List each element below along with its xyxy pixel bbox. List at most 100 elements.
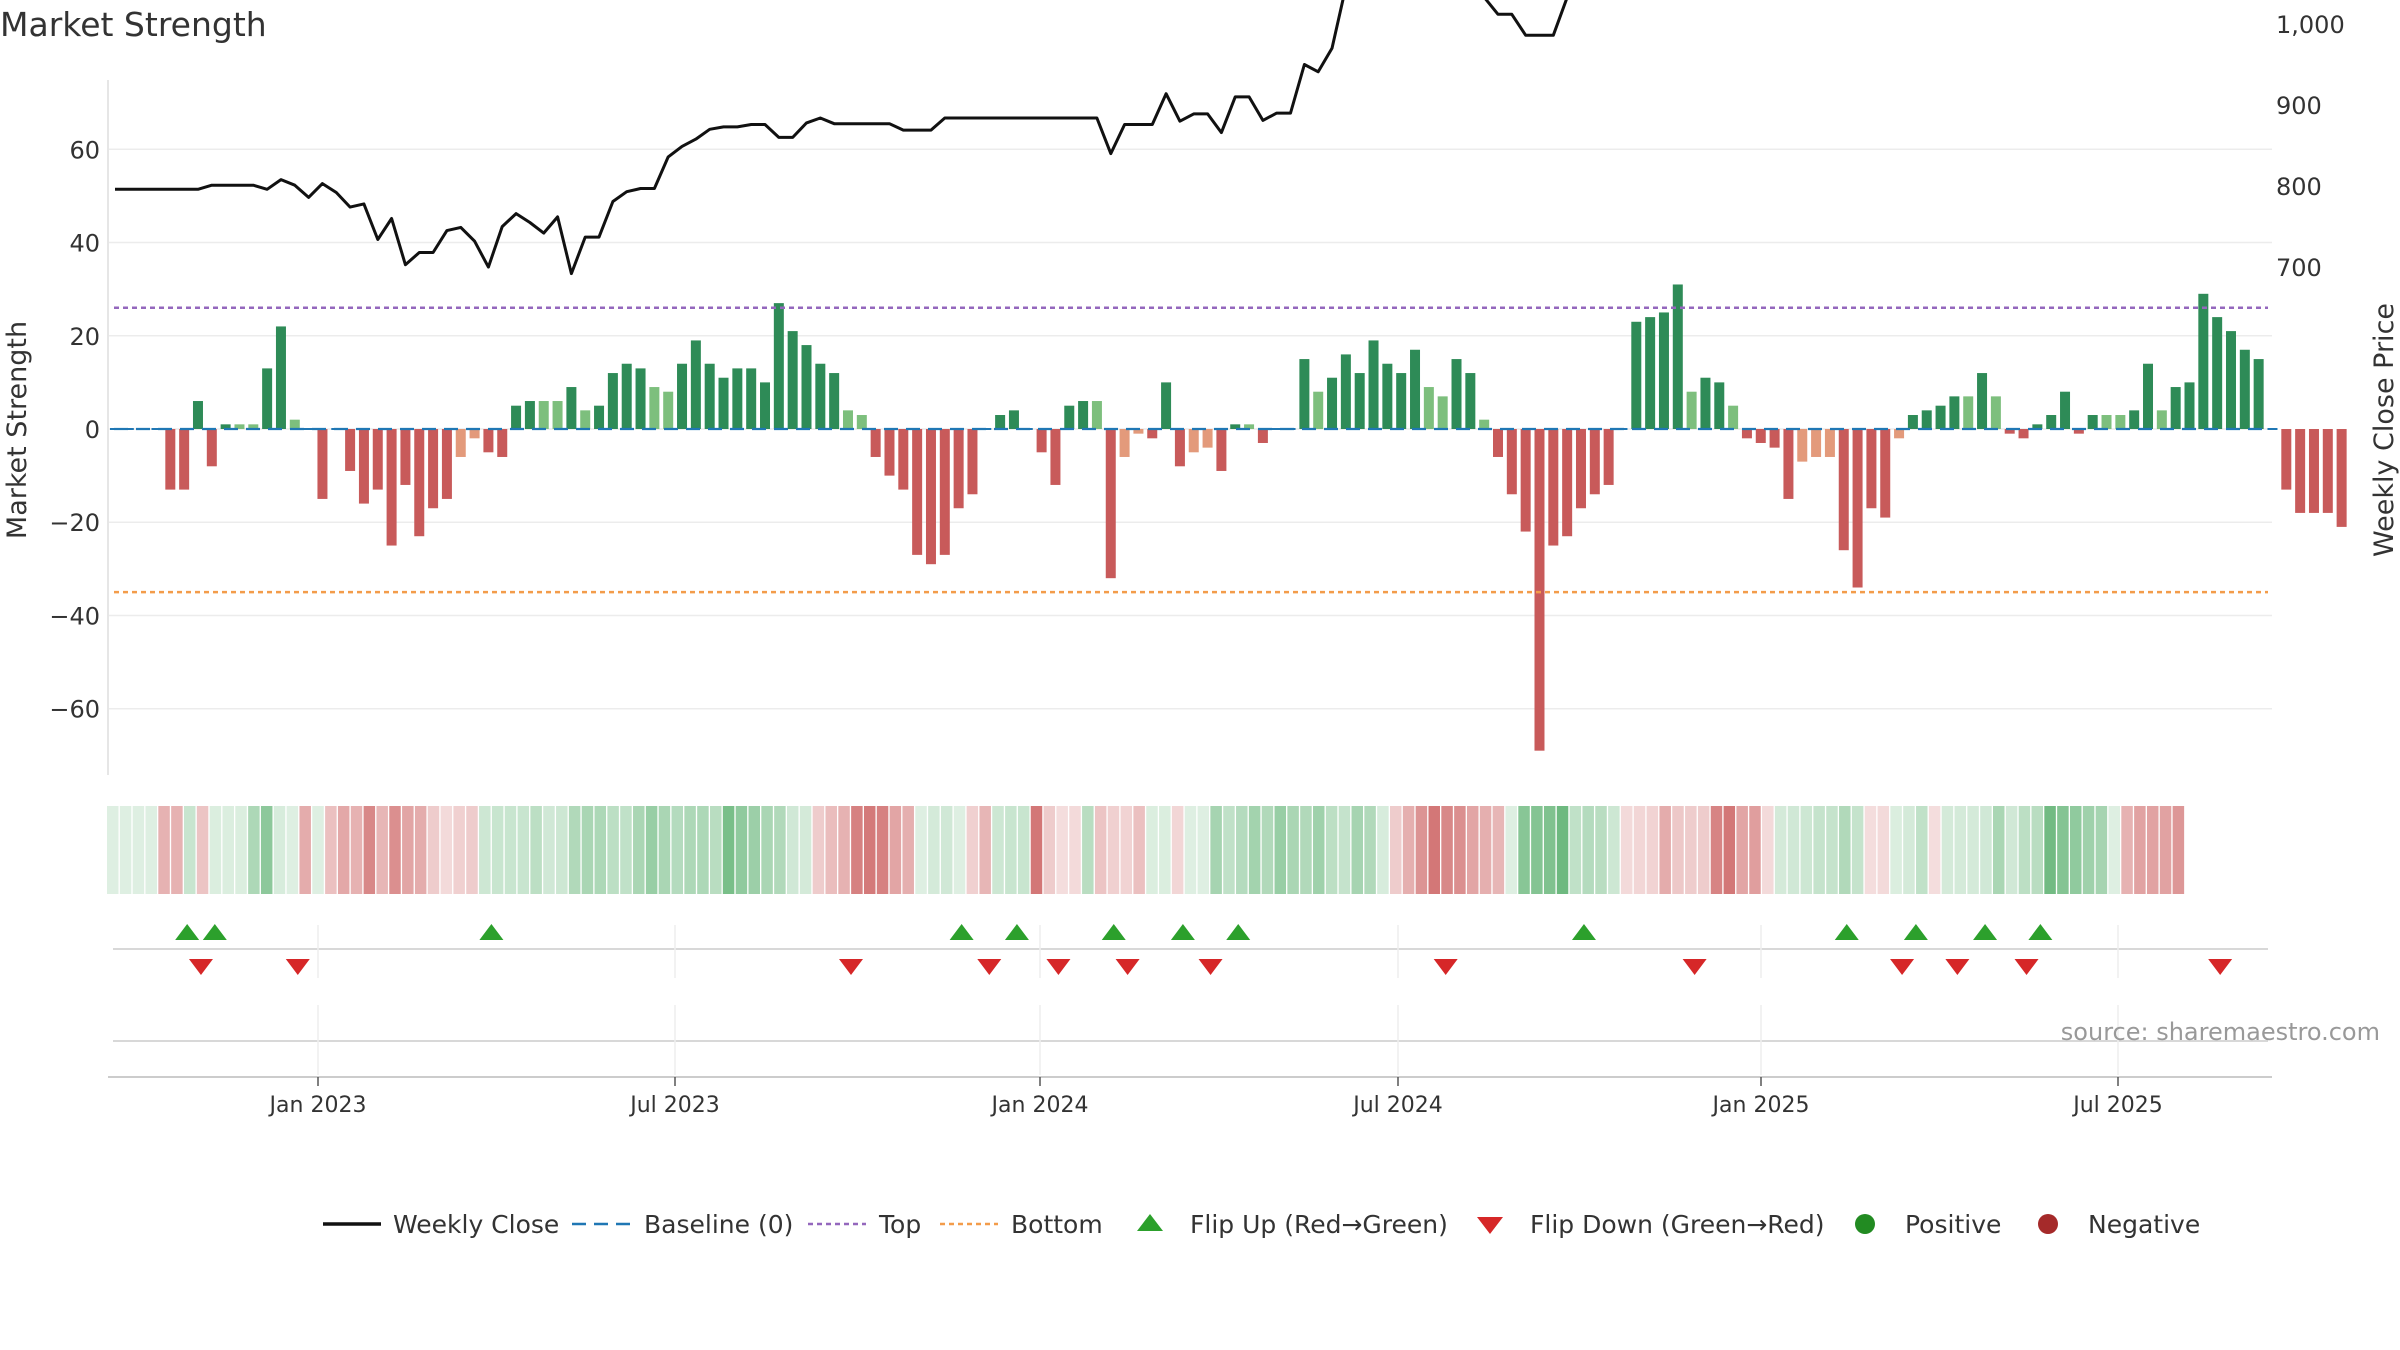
legend-label-baseline: Baseline (0) bbox=[644, 1210, 793, 1239]
heat-cell bbox=[299, 806, 311, 894]
flip-down-marker bbox=[2208, 959, 2233, 975]
heat-cell bbox=[966, 806, 979, 894]
heat-cell bbox=[427, 806, 440, 894]
strength-bar bbox=[179, 429, 190, 490]
heat-cell bbox=[2057, 806, 2069, 894]
strength-bar bbox=[2143, 363, 2154, 429]
flip-up-marker bbox=[1973, 924, 1998, 940]
strength-bar bbox=[718, 377, 729, 429]
heat-cell bbox=[658, 806, 671, 894]
strength-bar bbox=[1188, 429, 1199, 453]
strength-bar bbox=[2295, 429, 2306, 513]
y-tick-label: −40 bbox=[49, 602, 100, 630]
heat-cell bbox=[1364, 806, 1376, 894]
strength-bar bbox=[1313, 391, 1324, 429]
strength-bar bbox=[1769, 429, 1780, 448]
flip-up-marker bbox=[202, 924, 227, 940]
heat-cell bbox=[774, 806, 786, 894]
heat-cell bbox=[1094, 806, 1107, 894]
strength-bar bbox=[1645, 317, 1656, 429]
strength-bar bbox=[829, 373, 840, 429]
heat-cell bbox=[581, 806, 594, 894]
strength-bar bbox=[2129, 410, 2140, 429]
strength-bar bbox=[2170, 387, 2181, 429]
y2-axis-label: Weekly Close Price bbox=[2369, 303, 2400, 557]
flip-down-marker bbox=[838, 959, 863, 975]
heat-cell bbox=[2172, 806, 2185, 894]
strength-bar bbox=[1202, 429, 1213, 448]
heat-cell bbox=[940, 806, 953, 894]
heat-cell bbox=[671, 806, 684, 894]
strength-bar bbox=[1714, 382, 1725, 429]
heat-cell bbox=[620, 806, 632, 894]
heat-cell bbox=[1916, 806, 1928, 894]
source-note: source: sharemaestro.com bbox=[2061, 1018, 2380, 1046]
heat-cell bbox=[209, 806, 222, 894]
flip-up-marker bbox=[949, 924, 974, 940]
strength-bar bbox=[1382, 363, 1393, 429]
y2-tick-label: 1,000 bbox=[2276, 11, 2345, 39]
heat-cell bbox=[1377, 806, 1389, 894]
heat-cell bbox=[517, 806, 530, 894]
flip-up-marker bbox=[2028, 924, 2053, 940]
strength-bar bbox=[690, 340, 701, 429]
strength-bar bbox=[552, 401, 563, 429]
strength-bar bbox=[2060, 391, 2071, 429]
strength-bar bbox=[1728, 405, 1739, 429]
strength-bar bbox=[1340, 354, 1351, 429]
heat-cell bbox=[119, 806, 132, 894]
heat-cell bbox=[1505, 806, 1517, 894]
heat-cell bbox=[2031, 806, 2043, 894]
heat-cell bbox=[1762, 806, 1774, 894]
heat-cell bbox=[1415, 806, 1428, 894]
weekly-close-series bbox=[115, 0, 1568, 276]
flip-down-marker bbox=[1890, 959, 1915, 975]
strength-bar bbox=[1880, 429, 1891, 518]
heat-cell bbox=[1954, 806, 1967, 894]
strength-heat-strip bbox=[107, 806, 2185, 894]
heat-cell bbox=[1710, 806, 1723, 894]
flip-up-marker bbox=[1226, 924, 1251, 940]
strength-bar bbox=[2198, 293, 2209, 429]
strength-bar bbox=[1161, 382, 1172, 429]
heat-cell bbox=[1107, 806, 1120, 894]
strength-bar bbox=[1050, 429, 1061, 485]
legend-swatch-flip-up bbox=[1137, 1214, 1163, 1231]
strength-bar bbox=[1852, 429, 1863, 588]
heat-cell bbox=[1723, 806, 1736, 894]
heat-cell bbox=[1928, 806, 1941, 894]
strength-bar bbox=[538, 401, 549, 429]
strength-bar bbox=[1396, 373, 1407, 429]
strength-bar bbox=[386, 429, 397, 546]
heat-cell bbox=[594, 806, 607, 894]
strength-bar bbox=[1423, 387, 1434, 429]
strength-bar bbox=[1811, 429, 1822, 457]
heat-cell bbox=[863, 806, 876, 894]
heat-cell bbox=[1325, 806, 1338, 894]
strength-bar bbox=[1907, 415, 1918, 429]
heat-cell bbox=[2095, 806, 2108, 894]
flip-down-marker bbox=[2014, 959, 2039, 975]
heat-cell bbox=[1351, 806, 1364, 894]
heat-cell bbox=[1672, 806, 1684, 894]
strength-bar bbox=[1271, 428, 1282, 430]
flip-down-marker bbox=[1945, 959, 1970, 975]
heat-cell bbox=[1236, 806, 1248, 894]
heat-cell bbox=[2044, 806, 2056, 894]
heat-cell bbox=[235, 806, 247, 894]
heat-cell bbox=[479, 806, 491, 894]
strength-bar bbox=[1133, 429, 1144, 434]
x-tick-label: Jul 2024 bbox=[1351, 1093, 1443, 1118]
strength-bar bbox=[2046, 415, 2057, 429]
strength-bar bbox=[1410, 349, 1421, 429]
flip-down-marker bbox=[1046, 959, 1071, 975]
heat-cell bbox=[825, 806, 837, 894]
x-tick-label: Jul 2023 bbox=[628, 1093, 720, 1118]
strength-bar bbox=[2184, 382, 2195, 429]
heat-cell bbox=[992, 806, 1004, 894]
strength-bar bbox=[428, 429, 439, 509]
heat-cell bbox=[1864, 806, 1877, 894]
strength-bar bbox=[511, 405, 522, 429]
strength-bar bbox=[967, 429, 978, 495]
strength-bar bbox=[621, 363, 632, 429]
